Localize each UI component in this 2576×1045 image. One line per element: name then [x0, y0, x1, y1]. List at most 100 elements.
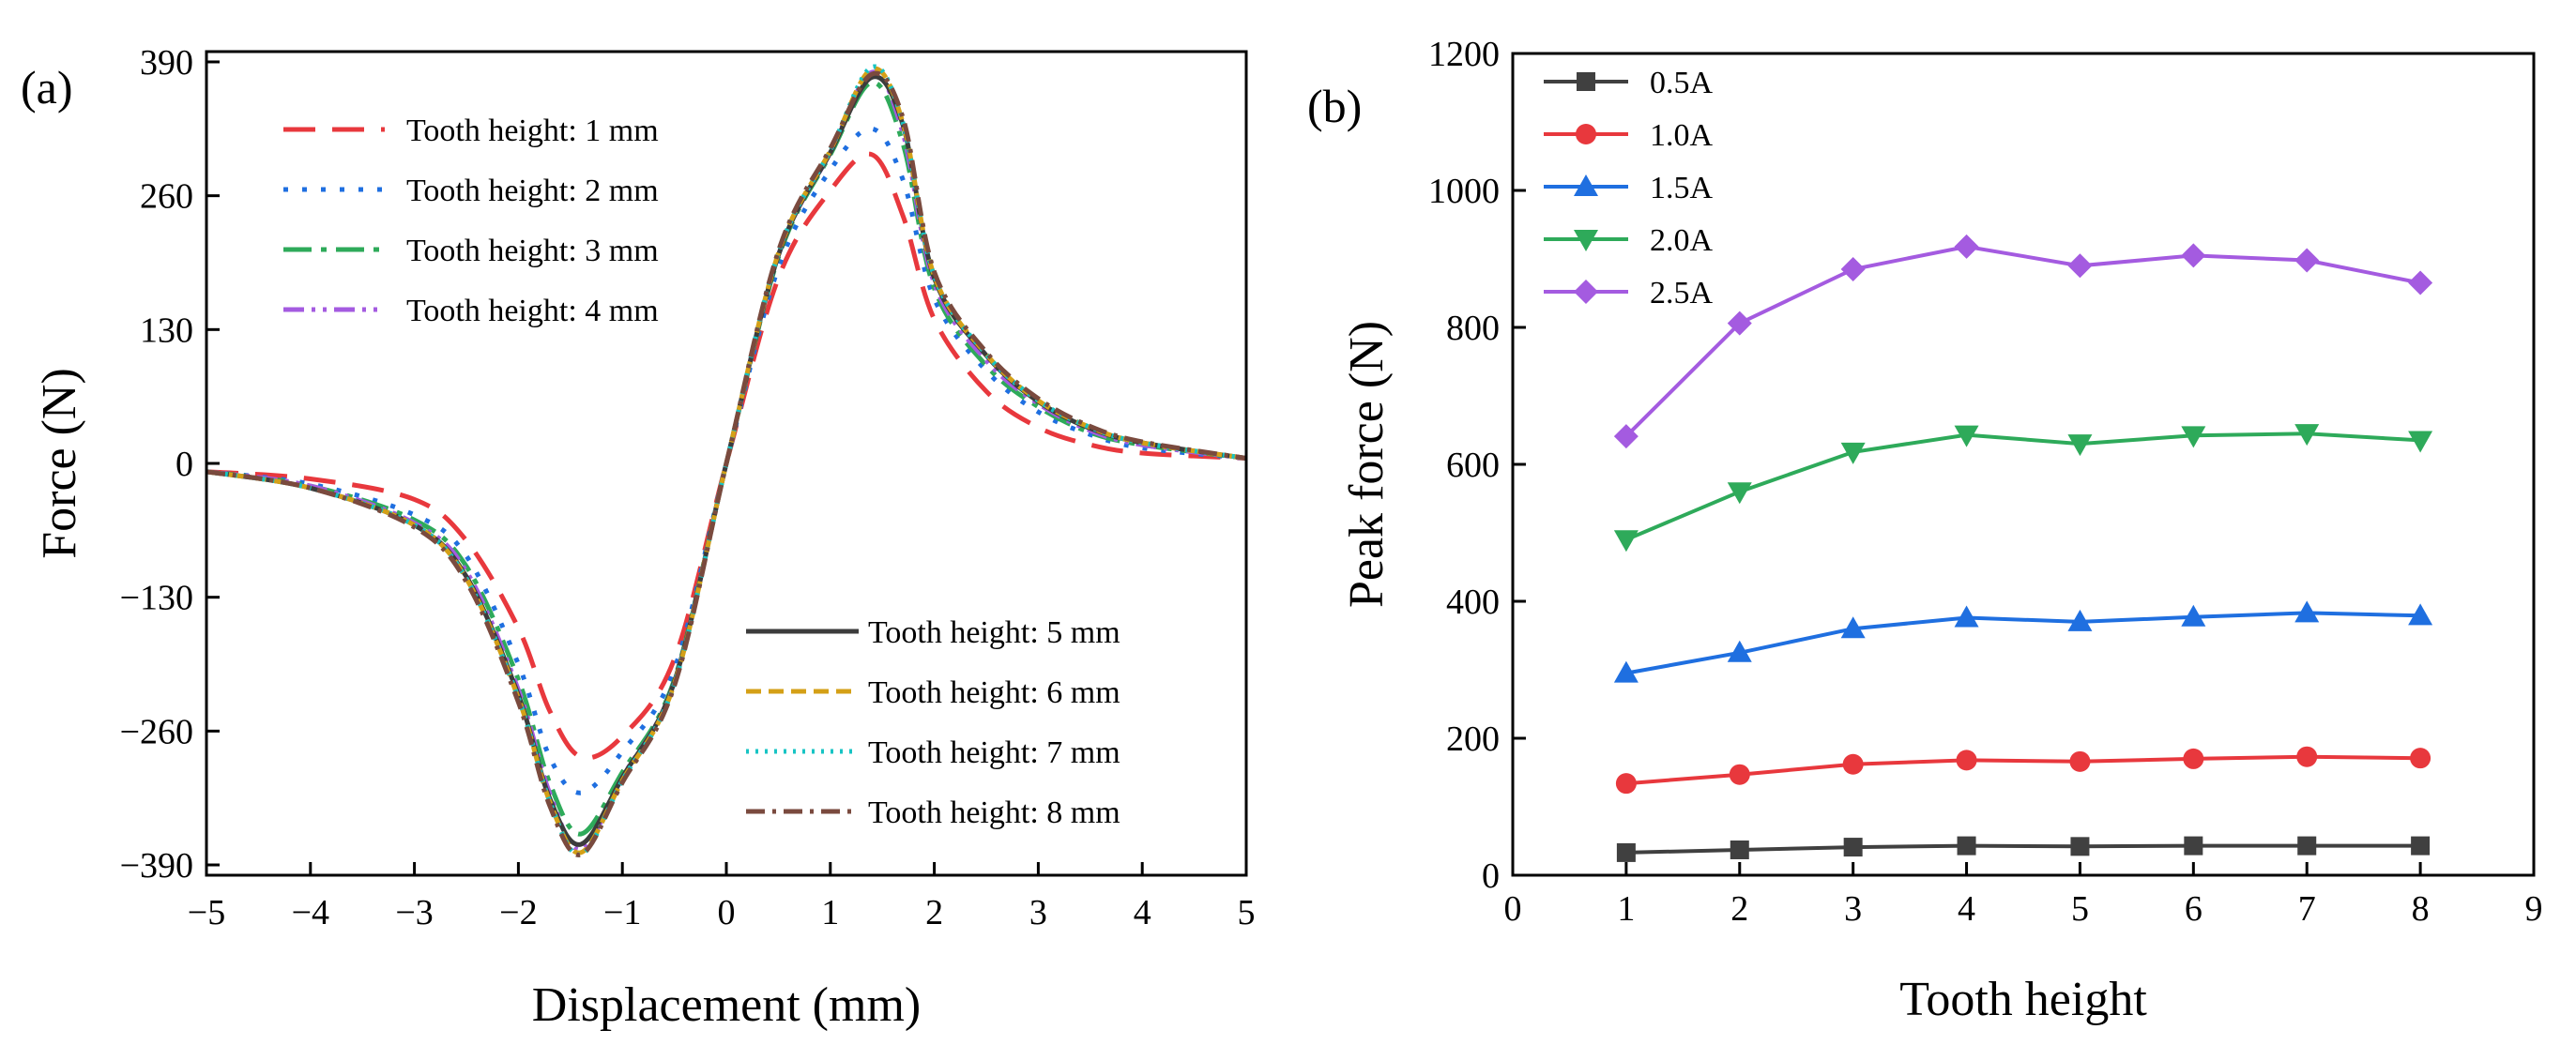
panel-a-x-tick-label: 0 [718, 893, 736, 932]
panel-b-point [2067, 609, 2093, 631]
panel-a-x-tick-label: 3 [1029, 893, 1047, 932]
panel-b-point [2411, 836, 2431, 856]
panel-b-point [1727, 310, 1752, 336]
panel-b-series-line-2.5A [1624, 244, 2421, 438]
panel-b-y-tick-label: 800 [1446, 309, 1500, 348]
panel-b-legend-label: 2.0A [1650, 223, 1714, 258]
panel-a-y-axis-title: Force (N) [33, 368, 86, 559]
panel-b-point [1613, 424, 1639, 449]
panel-b-point [1727, 640, 1752, 662]
panel-b-legend-label: 1.0A [1650, 118, 1714, 153]
panel-a-legend-label: Tooth height: 1 mm [406, 114, 659, 148]
panel-a-legend-label: Tooth height: 2 mm [406, 174, 659, 208]
panel-b-point [1616, 842, 1636, 862]
panel-b-point [1954, 425, 1979, 447]
panel-a-y-tick-label: −130 [120, 579, 193, 618]
panel-b-point [2297, 836, 2317, 856]
panel-a-x-tick-label: 2 [925, 893, 943, 932]
panel-b-point [2410, 748, 2431, 769]
panel-a-series-group [206, 64, 1247, 857]
panel-b-point [2294, 248, 2320, 273]
panel-b-legend-marker [1576, 124, 1596, 144]
panel-b-point [2067, 434, 2093, 457]
panel-a-legend: Tooth height: 1 mm Tooth height: 2 mm Toot… [283, 114, 1120, 830]
panel-b-point [2294, 600, 2320, 623]
panel-a-y-ticks: −390 −260 −130 0 130 260 390 [120, 43, 220, 886]
panel-b-point [1842, 753, 1864, 775]
panel-a-x-tick-label: 5 [1238, 893, 1256, 932]
panel-a-y-tick-label: 390 [140, 43, 193, 83]
panel-b-series-line-1.0A [1625, 754, 2421, 786]
panel-b-series-line-1.5A [1625, 611, 2421, 675]
panel-b-point [1730, 840, 1749, 859]
panel-b-point [1957, 836, 1976, 856]
panel-b-point [2408, 270, 2433, 295]
panel-b-point [2408, 603, 2433, 626]
panel-b-x-tick-label: 7 [2298, 889, 2316, 929]
panel-b-legend-label: 2.5A [1650, 276, 1714, 310]
panel-b-x-tick-label: 5 [2071, 889, 2089, 929]
panel-b-y-tick-label: 600 [1446, 446, 1500, 485]
panel-a-x-tick-label: −1 [603, 893, 641, 932]
panel-b-point [2184, 836, 2203, 856]
panel-a-x-tick-label: 4 [1134, 893, 1151, 932]
panel-a-x-ticks: −5 −4 −3 −2 −1 0 1 2 3 4 5 [188, 862, 1256, 932]
panel-b-legend-marker [1577, 72, 1595, 91]
panel-b-point [1615, 773, 1637, 795]
panel-b-point [2183, 748, 2204, 769]
panel-a-y-tick-label: 260 [140, 177, 193, 217]
panel-b-x-tick-label: 8 [2412, 889, 2430, 929]
panel-b-point [2408, 431, 2433, 453]
panel-b-point [2067, 253, 2093, 279]
panel-a-y-tick-label: 0 [175, 445, 193, 484]
panel-b-point [2294, 424, 2320, 447]
panel-b-point [2070, 837, 2090, 856]
panel-a-x-axis-title: Displacement (mm) [532, 978, 921, 1032]
panel-b: (b) 0 1 2 3 4 5 6 7 8 9 0 200 400 600 800 1000 1200 Too… [1307, 35, 2543, 1026]
panel-a: (a) −5 −4 −3 −2 −1 0 1 2 3 4 5 −390 −260 −130 0 130 260… [21, 43, 1256, 1032]
panel-b-y-tick-label: 0 [1482, 856, 1500, 896]
panel-a-legend-label: Tooth height: 4 mm [406, 294, 659, 328]
panel-b-y-tick-label: 1200 [1428, 35, 1500, 74]
panel-b-y-tick-label: 1000 [1428, 172, 1500, 211]
panel-a-legend-label: Tooth height: 5 mm [868, 615, 1120, 650]
panel-b-series-line-2.0A [1625, 432, 2421, 542]
panel-b-legend-marker [1574, 280, 1598, 304]
panel-b-x-axis-title: Tooth height [1899, 973, 2147, 1026]
panel-b-point [1954, 605, 1979, 628]
panel-a-legend-label: Tooth height: 7 mm [868, 735, 1120, 770]
panel-b-point [1613, 530, 1639, 553]
panel-b-x-ticks: 0 1 2 3 4 5 6 7 8 9 [1504, 862, 2543, 929]
panel-b-point [1843, 838, 1863, 857]
panel-a-x-tick-label: −3 [395, 893, 433, 932]
panel-b-point [1727, 482, 1752, 505]
panel-a-x-tick-label: −4 [292, 893, 329, 932]
panel-b-series-line-0.5A [1625, 843, 2421, 855]
panel-b-x-tick-label: 9 [2525, 889, 2543, 929]
panel-b-y-tick-label: 400 [1446, 583, 1500, 622]
panel-b-point [1729, 764, 1750, 785]
panel-b-point [1840, 442, 1866, 464]
panel-b-point [2181, 426, 2206, 448]
panel-b-x-tick-label: 1 [1617, 889, 1635, 929]
panel-b-legend-label: 1.5A [1650, 171, 1714, 205]
panel-b-legend-marker [1574, 174, 1598, 196]
panel-b-point [2181, 243, 2206, 268]
panel-b-point [2069, 750, 2091, 772]
panel-b-legend-label: 0.5A [1650, 66, 1714, 100]
panel-b-legend-marker [1574, 230, 1598, 251]
panel-b-label: (b) [1307, 80, 1362, 132]
panel-a-label: (a) [21, 61, 73, 114]
panel-b-x-tick-label: 6 [2185, 889, 2203, 929]
panel-b-point [1954, 234, 1979, 259]
panel-b-point [1956, 750, 1977, 771]
panel-a-legend-label: Tooth height: 6 mm [868, 675, 1120, 710]
panel-a-series-line-8 [206, 70, 1247, 857]
panel-a-x-tick-label: 1 [821, 893, 839, 932]
panel-a-x-tick-label: −2 [499, 893, 537, 932]
panel-b-x-tick-label: 2 [1730, 889, 1748, 929]
panel-b-x-tick-label: 4 [1958, 889, 1975, 929]
panel-a-y-tick-label: −260 [120, 712, 193, 751]
panel-a-x-tick-label: −5 [188, 893, 225, 932]
panel-b-y-axis-title: Peak force (N) [1340, 321, 1394, 608]
